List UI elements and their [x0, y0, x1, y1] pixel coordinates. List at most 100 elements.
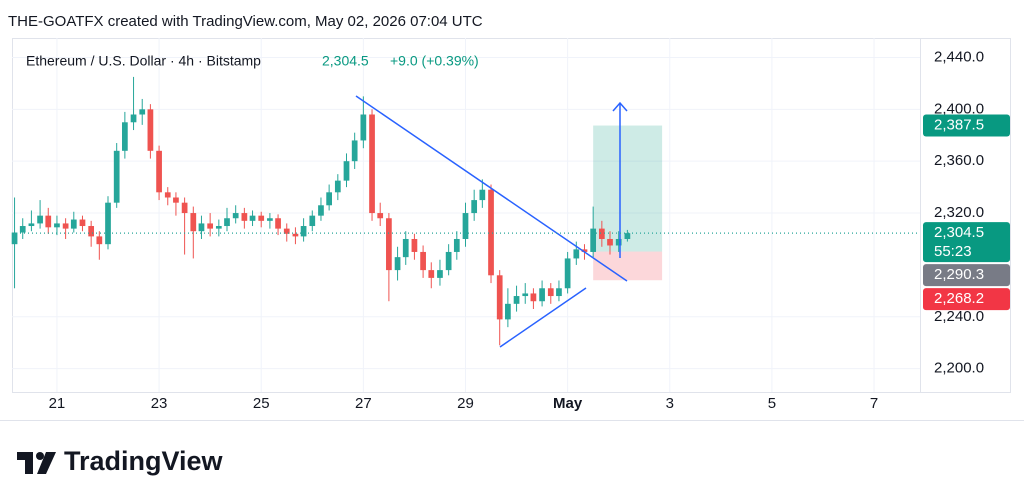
candle-body — [96, 236, 103, 245]
candle-body — [505, 303, 511, 320]
x-tick-label: 27 — [355, 395, 372, 412]
candle-body — [215, 226, 222, 229]
x-tick-label: 23 — [151, 395, 168, 412]
candle-body — [54, 223, 60, 228]
candle-body — [411, 238, 418, 252]
trendline — [355, 95, 628, 282]
chart-frame — [12, 38, 1011, 393]
target-arrow-head — [612, 101, 628, 112]
x-tick-label: May — [553, 395, 583, 412]
candle-body — [547, 288, 554, 297]
candle-body — [564, 258, 571, 289]
candle-body — [530, 293, 537, 302]
y-tick-label: 2,320.0 — [934, 204, 984, 221]
brand-logo — [17, 452, 56, 474]
candle-body — [198, 223, 205, 232]
y-tick-label: 2,400.0 — [934, 100, 984, 117]
position-tool — [593, 125, 663, 281]
target-label-box — [923, 114, 1010, 137]
candle-body — [318, 205, 324, 216]
candle-body — [496, 275, 503, 320]
candle-body — [130, 114, 137, 123]
candle-body — [607, 238, 613, 246]
brand: TradingView — [64, 446, 224, 476]
trendline — [499, 287, 587, 348]
candle-body — [122, 122, 128, 151]
x-tick-label: 29 — [457, 395, 474, 412]
candle-body — [590, 228, 597, 252]
target-label: 2,387.5 — [934, 116, 984, 133]
candle-body — [428, 270, 435, 278]
credit: THE-GOATFX created with TradingView.com,… — [8, 13, 483, 30]
candle-body — [360, 114, 367, 141]
candle-body — [522, 293, 529, 297]
stop-label: 2,268.2 — [934, 290, 984, 307]
candle-body — [445, 251, 452, 271]
candle-body — [258, 215, 265, 221]
candle-body — [139, 109, 146, 115]
candle-body — [479, 189, 486, 201]
candle-body — [241, 213, 248, 221]
candle-body — [394, 257, 401, 271]
last-price-label-box — [923, 222, 1010, 263]
candle-body — [573, 249, 580, 259]
logo-part — [17, 452, 33, 474]
logo-part — [36, 452, 44, 460]
x-tick-label: 3 — [666, 395, 674, 412]
candle-body — [539, 288, 545, 302]
entry-label: 2,290.3 — [934, 266, 984, 283]
candle-body — [275, 218, 281, 229]
candle-body — [173, 197, 179, 203]
candle-body — [488, 189, 494, 276]
candle-body — [309, 215, 316, 227]
stop-label-box — [923, 288, 1010, 311]
last-price-label: 2,304.5 — [934, 224, 984, 241]
entry-label-box — [923, 264, 1010, 287]
x-tick-label: 21 — [49, 395, 66, 412]
candle-body — [615, 238, 622, 246]
candle-body — [45, 215, 52, 228]
candle-body — [79, 219, 86, 227]
candle-body — [181, 202, 188, 214]
candle-body — [249, 215, 256, 221]
candles — [11, 76, 631, 346]
y-tick-label: 2,360.0 — [934, 152, 984, 169]
candle-body — [113, 150, 120, 203]
price-change: +9.0 (+0.39%) — [390, 53, 479, 69]
x-tick-label: 7 — [870, 395, 878, 412]
symbol-title: Ethereum / U.S. Dollar · 4h · Bitstamp — [26, 53, 261, 69]
candle-body — [300, 226, 307, 237]
candle-body — [292, 233, 299, 237]
y-tick-label: 2,240.0 — [934, 308, 984, 325]
candle-body — [190, 213, 197, 232]
candle-body — [420, 251, 426, 271]
candle-body — [232, 213, 239, 219]
axes: 2,440.0 2,400.0 2,360.0 2,320.0 2,240.0 2,200… — [12, 48, 1010, 412]
candle-body — [267, 218, 273, 221]
candle-body — [343, 161, 350, 181]
candle-body — [513, 296, 520, 304]
candle-body — [37, 215, 43, 224]
candle-body — [437, 270, 443, 278]
candle-body — [105, 202, 111, 245]
candle-body — [283, 228, 290, 234]
candle-body — [224, 218, 230, 227]
y-tick-label: 2,440.0 — [934, 48, 984, 65]
candle-body — [207, 223, 214, 229]
candle-body — [556, 288, 562, 297]
candle-body — [369, 114, 375, 214]
y-tick-label: 2,200.0 — [934, 360, 984, 377]
candle-body — [334, 180, 341, 193]
candle-body — [88, 226, 95, 237]
loss-zone — [593, 251, 663, 281]
candle-body — [156, 150, 162, 193]
candle-body — [351, 140, 358, 162]
candle-body — [581, 249, 588, 252]
candle-body — [453, 238, 460, 252]
candle-body — [598, 228, 605, 239]
candle-body — [164, 192, 171, 198]
candle-body — [28, 223, 35, 227]
candle-body — [11, 232, 18, 245]
